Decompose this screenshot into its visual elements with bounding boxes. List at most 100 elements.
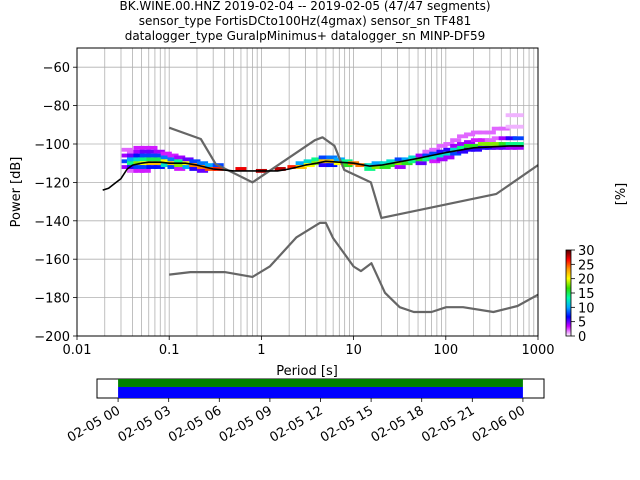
x-axis-label: Period [s] — [276, 364, 338, 379]
psd-bin — [153, 153, 165, 158]
psd-bin — [139, 165, 151, 169]
availability-coverage — [118, 379, 523, 398]
psd-bin — [436, 157, 448, 162]
psd-bin — [146, 153, 158, 158]
psd-bin — [512, 124, 524, 129]
psd-bin — [477, 142, 489, 146]
plot-frame — [76, 47, 539, 337]
psd-bin — [153, 161, 165, 166]
psd-bin — [146, 157, 158, 162]
psd-bin — [197, 161, 209, 166]
psd-bin — [505, 136, 517, 141]
psd-bin — [139, 145, 151, 150]
psd-bin — [415, 153, 427, 158]
colorbar-tick-label: 30 — [578, 244, 595, 259]
psd-bin — [126, 161, 139, 166]
psd-bin — [174, 167, 186, 171]
psd-bin — [371, 165, 383, 169]
psd-bin — [505, 113, 517, 118]
psd-bin — [394, 157, 406, 162]
psd-bin — [477, 130, 489, 135]
availability-fill-bottom — [118, 386, 523, 398]
time-tick-label: 02-05 21 — [419, 403, 477, 445]
psd-bin — [512, 142, 524, 146]
y-tick-label: −200 — [34, 330, 70, 345]
low-noise-model-line — [169, 221, 539, 314]
psd-bin — [326, 163, 338, 168]
psd-bin — [139, 157, 151, 162]
psd-bin — [126, 149, 139, 154]
psd-bin — [287, 165, 299, 169]
psd-bin — [341, 159, 353, 164]
availability-fill-top — [118, 379, 523, 387]
psd-bin — [464, 140, 476, 144]
psd-bin — [146, 149, 158, 154]
y-tick-label: −120 — [34, 176, 70, 191]
colorbar-tick-label: 20 — [578, 273, 595, 288]
psd-bin — [126, 157, 139, 162]
y-axis-label: Power [dB] — [9, 157, 24, 228]
psd-bin — [146, 161, 158, 166]
noise-models — [168, 126, 539, 314]
psd-bin — [126, 153, 139, 158]
y-tick-label: −160 — [34, 253, 70, 268]
x-tick-label: 10 — [345, 343, 362, 358]
psd-bin — [415, 161, 427, 166]
time-tick-label: 02-06 00 — [470, 403, 528, 445]
psd-bin — [174, 155, 186, 160]
psd-bin — [464, 132, 476, 137]
psd-bin — [429, 147, 441, 152]
psd-bin — [303, 159, 315, 164]
y-tick-label: −100 — [34, 138, 70, 153]
time-tick-label: 02-05 06 — [166, 403, 224, 445]
x-tick-label: 100 — [433, 343, 458, 358]
mode-line-path — [102, 145, 524, 191]
psd-bin — [422, 149, 434, 154]
psd-bin — [189, 159, 201, 164]
psd-bin — [146, 145, 158, 150]
psd-bin — [160, 155, 172, 160]
psd-bin — [464, 147, 476, 152]
psd-bin — [443, 155, 455, 160]
psd-bin — [512, 136, 524, 141]
x-tick-label: 0.1 — [159, 343, 180, 358]
psd-bin — [450, 147, 462, 152]
chart-title: BK.WINE.00.HNZ 2019-02-04 -- 2019-02-05 … — [119, 0, 490, 43]
psd-bin — [182, 157, 194, 162]
colorbar-tick-label: 10 — [578, 301, 595, 316]
psd-bin — [436, 144, 448, 148]
psd-bin — [498, 142, 510, 146]
psd-bin — [126, 168, 139, 173]
psd-bin — [139, 149, 151, 154]
psd-bin — [333, 161, 345, 166]
psd-bin — [512, 145, 524, 150]
psd-bin — [457, 142, 469, 146]
psd-bin — [167, 165, 179, 169]
psd-bin — [512, 113, 524, 118]
psd-bin — [189, 167, 201, 171]
psd-bin — [401, 161, 413, 166]
psd-bin — [484, 142, 496, 146]
psd-bin — [470, 138, 482, 143]
title-line-3: datalogger_type GuralpMinimus+ datalogge… — [125, 29, 486, 43]
psd-bin — [133, 168, 145, 173]
psd-bin — [408, 155, 420, 160]
psd-bin — [498, 126, 510, 131]
y-axis-ticks: −60 −80 −100 −120 −140 −160 −180 −200 — [34, 61, 77, 345]
psd-bin — [133, 153, 145, 158]
psd-bin — [197, 168, 209, 173]
time-tick-label: 02-05 12 — [267, 403, 325, 445]
psd-bin — [443, 147, 455, 152]
psd-bin — [318, 163, 330, 168]
psd-bin — [429, 155, 441, 160]
psd-bin — [146, 165, 158, 169]
time-tick-label: 02-05 18 — [369, 403, 427, 445]
psd-bin — [394, 165, 406, 169]
psd-bin — [235, 167, 247, 171]
psd-bin — [477, 138, 489, 143]
psd-bin — [133, 145, 145, 150]
